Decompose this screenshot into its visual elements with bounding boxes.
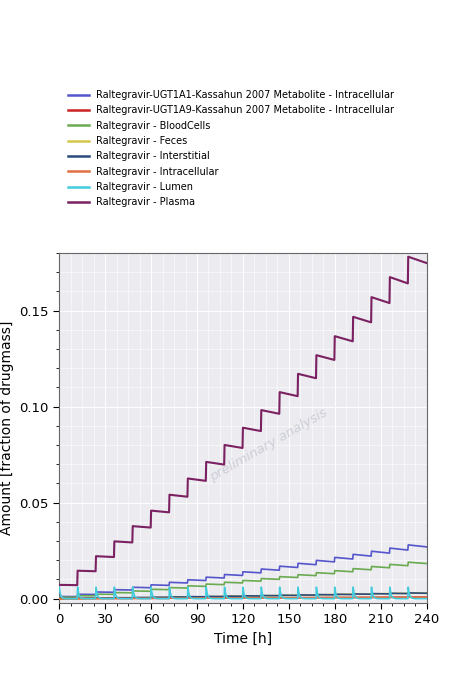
- Line: Raltegravir - BloodCells: Raltegravir - BloodCells: [59, 562, 427, 597]
- Raltegravir - BloodCells: [424, 559, 429, 567]
- Raltegravir - Plasma: [359, 315, 365, 324]
- Raltegravir - Plasma: [56, 581, 62, 589]
- Raltegravir - BloodCells: [74, 593, 80, 601]
- Raltegravir - Plasma: [74, 581, 80, 589]
- Raltegravir - Interstitial: [74, 594, 80, 603]
- Raltegravir - BloodCells: [405, 558, 411, 566]
- Raltegravir-UGT1A9-Kassahun 2007 Metabolite - Intracellular: [359, 593, 365, 601]
- Raltegravir - Lumen: [93, 583, 99, 591]
- Raltegravir-UGT1A1-Kassahun 2007 Metabolite - Intracellular: [308, 561, 314, 569]
- X-axis label: Time [h]: Time [h]: [214, 632, 272, 645]
- Raltegravir-UGT1A1-Kassahun 2007 Metabolite - Intracellular: [359, 551, 365, 559]
- Y-axis label: Amount [fraction of drugmass]: Amount [fraction of drugmass]: [0, 320, 14, 535]
- Raltegravir - Interstitial: [81, 594, 87, 603]
- Raltegravir-UGT1A9-Kassahun 2007 Metabolite - Intracellular: [405, 593, 411, 601]
- Raltegravir - Intracellular: [221, 594, 227, 602]
- Raltegravir - Plasma: [81, 567, 87, 575]
- Raltegravir - Lumen: [81, 594, 87, 603]
- Raltegravir-UGT1A1-Kassahun 2007 Metabolite - Intracellular: [74, 592, 80, 600]
- Raltegravir - Lumen: [424, 594, 429, 603]
- Raltegravir - BloodCells: [56, 593, 62, 601]
- Line: Raltegravir-UGT1A1-Kassahun 2007 Metabolite - Intracellular: Raltegravir-UGT1A1-Kassahun 2007 Metabol…: [59, 545, 427, 596]
- Raltegravir - Feces: [308, 591, 313, 599]
- Raltegravir - Lumen: [264, 594, 270, 603]
- Raltegravir - Interstitial: [264, 592, 270, 600]
- Raltegravir - Interstitial: [308, 591, 314, 599]
- Raltegravir - BloodCells: [221, 581, 227, 589]
- Raltegravir - Intracellular: [308, 594, 314, 602]
- Raltegravir - Interstitial: [359, 590, 365, 598]
- Raltegravir - BloodCells: [308, 571, 314, 580]
- Raltegravir - Feces: [56, 594, 62, 603]
- Raltegravir - Plasma: [221, 460, 227, 468]
- Raltegravir - Lumen: [308, 594, 314, 603]
- Raltegravir - Interstitial: [405, 589, 411, 597]
- Legend: Raltegravir-UGT1A1-Kassahun 2007 Metabolite - Intracellular, Raltegravir-UGT1A9-: Raltegravir-UGT1A1-Kassahun 2007 Metabol…: [64, 86, 398, 211]
- Raltegravir - Feces: [424, 589, 429, 597]
- Raltegravir - Feces: [221, 592, 227, 600]
- Line: Raltegravir - Intracellular: Raltegravir - Intracellular: [59, 597, 427, 598]
- Raltegravir - Interstitial: [56, 594, 62, 603]
- Raltegravir-UGT1A9-Kassahun 2007 Metabolite - Intracellular: [221, 594, 227, 602]
- Line: Raltegravir-UGT1A9-Kassahun 2007 Metabolite - Intracellular: Raltegravir-UGT1A9-Kassahun 2007 Metabol…: [59, 597, 427, 598]
- Raltegravir - Interstitial: [100, 594, 106, 602]
- Raltegravir - Intracellular: [405, 593, 411, 601]
- Raltegravir - Lumen: [100, 594, 106, 603]
- Raltegravir - Interstitial: [221, 592, 227, 600]
- Line: Raltegravir - Feces: Raltegravir - Feces: [59, 593, 427, 598]
- Raltegravir-UGT1A9-Kassahun 2007 Metabolite - Intracellular: [264, 594, 270, 602]
- Raltegravir-UGT1A1-Kassahun 2007 Metabolite - Intracellular: [56, 592, 62, 600]
- Raltegravir-UGT1A9-Kassahun 2007 Metabolite - Intracellular: [56, 594, 62, 603]
- Raltegravir - Intracellular: [56, 594, 62, 603]
- Line: Raltegravir - Interstitial: Raltegravir - Interstitial: [59, 593, 427, 598]
- Raltegravir - BloodCells: [359, 565, 365, 573]
- Raltegravir-UGT1A9-Kassahun 2007 Metabolite - Intracellular: [424, 593, 429, 601]
- Raltegravir - Feces: [359, 590, 365, 598]
- Raltegravir-UGT1A9-Kassahun 2007 Metabolite - Intracellular: [74, 594, 80, 603]
- Raltegravir-UGT1A1-Kassahun 2007 Metabolite - Intracellular: [264, 565, 270, 573]
- Raltegravir - Intracellular: [100, 594, 106, 603]
- Raltegravir - Intracellular: [74, 594, 80, 603]
- Raltegravir - Intracellular: [359, 594, 365, 602]
- Raltegravir-UGT1A1-Kassahun 2007 Metabolite - Intracellular: [405, 541, 411, 549]
- Raltegravir-UGT1A1-Kassahun 2007 Metabolite - Intracellular: [81, 590, 87, 598]
- Raltegravir - Plasma: [264, 407, 270, 415]
- Raltegravir - Lumen: [359, 594, 365, 603]
- Raltegravir-UGT1A9-Kassahun 2007 Metabolite - Intracellular: [308, 594, 314, 602]
- Raltegravir-UGT1A9-Kassahun 2007 Metabolite - Intracellular: [100, 594, 106, 603]
- Raltegravir-UGT1A1-Kassahun 2007 Metabolite - Intracellular: [424, 543, 429, 551]
- Raltegravir-UGT1A9-Kassahun 2007 Metabolite - Intracellular: [81, 594, 87, 603]
- Raltegravir - Intracellular: [424, 593, 429, 601]
- Raltegravir - Plasma: [405, 253, 411, 261]
- Raltegravir - Interstitial: [424, 589, 429, 597]
- Raltegravir-UGT1A1-Kassahun 2007 Metabolite - Intracellular: [100, 588, 106, 596]
- Raltegravir - BloodCells: [264, 575, 270, 583]
- Raltegravir - Lumen: [221, 594, 227, 603]
- Raltegravir - Lumen: [56, 583, 62, 591]
- Raltegravir - BloodCells: [81, 592, 87, 600]
- Raltegravir-UGT1A1-Kassahun 2007 Metabolite - Intracellular: [221, 574, 227, 582]
- Raltegravir - BloodCells: [100, 590, 106, 598]
- Line: Raltegravir - Plasma: Raltegravir - Plasma: [59, 257, 427, 585]
- Raltegravir - Plasma: [308, 373, 314, 381]
- Raltegravir - Plasma: [100, 552, 106, 561]
- Raltegravir - Feces: [81, 594, 87, 603]
- Raltegravir - Intracellular: [264, 594, 270, 602]
- Raltegravir - Feces: [100, 594, 105, 603]
- Raltegravir - Intracellular: [81, 594, 87, 603]
- Text: preliminary analysis: preliminary analysis: [208, 406, 329, 484]
- Line: Raltegravir - Lumen: Raltegravir - Lumen: [59, 587, 427, 598]
- Raltegravir - Plasma: [424, 259, 429, 267]
- Raltegravir - Feces: [264, 592, 270, 600]
